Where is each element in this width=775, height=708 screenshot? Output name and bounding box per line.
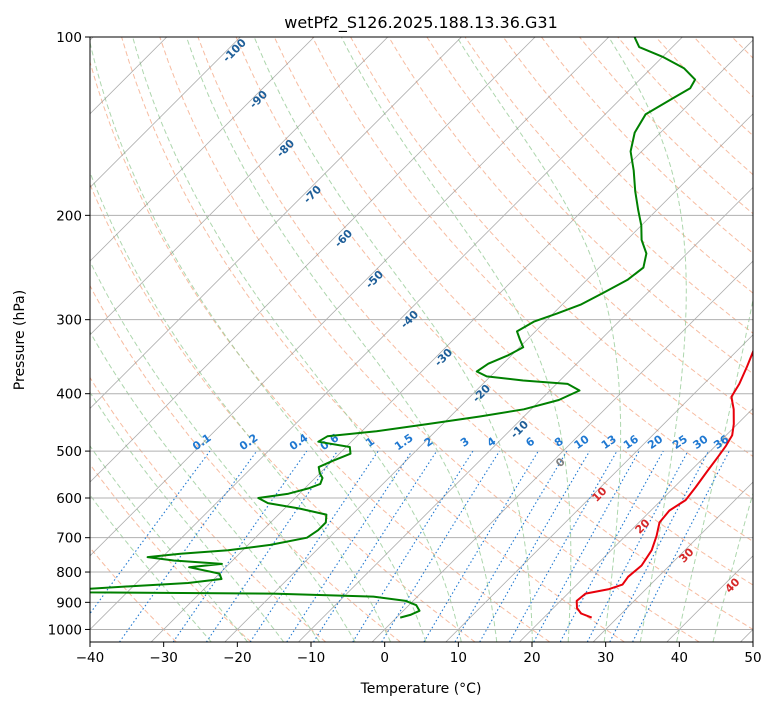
isotherm — [592, 481, 753, 642]
dry-adiabat — [426, 37, 753, 375]
dry-adiabat — [90, 182, 476, 642]
isotherm — [445, 334, 753, 642]
isotherm — [224, 113, 753, 642]
temperature-profile — [575, 266, 753, 619]
y-tick-label: 800 — [56, 565, 82, 581]
mixing-ratio-line — [286, 450, 413, 642]
dry-adiabat — [235, 37, 753, 586]
dry-adiabat — [90, 546, 177, 642]
mixing-ratio-line — [559, 450, 664, 642]
moist-adiabat — [253, 37, 533, 642]
plot-frame — [89, 36, 754, 643]
isotherm — [90, 37, 462, 410]
mixing-ratio-line — [90, 450, 211, 615]
moist-adiabat — [676, 296, 753, 642]
mixing-ratio-line — [533, 450, 640, 642]
mixing-ratio-line — [509, 450, 618, 642]
moist-adiabat — [608, 37, 687, 642]
y-tick-label: 900 — [56, 595, 82, 611]
dry-adiabat — [388, 37, 753, 416]
isotherm — [519, 407, 753, 642]
dry-adiabat — [311, 37, 753, 500]
y-axis-label: Pressure (hPa) — [12, 290, 28, 390]
mixing-ratio-line — [172, 450, 308, 642]
y-tick-label: 200 — [56, 208, 82, 224]
x-tick-label: −20 — [223, 650, 252, 666]
y-tick-label: 600 — [56, 491, 82, 507]
isotherm — [90, 37, 536, 483]
dry-adiabat — [197, 37, 753, 630]
x-tick-label: 50 — [744, 650, 761, 666]
x-tick-label: 10 — [450, 650, 467, 666]
y-tick-label: 100 — [56, 30, 82, 46]
y-tick-label: 400 — [56, 387, 82, 403]
isotherm — [90, 37, 241, 189]
grid-layer — [90, 37, 753, 642]
mixing-ratio-line — [249, 450, 379, 642]
dry-adiabat — [90, 463, 252, 642]
dry-adiabat — [502, 37, 753, 294]
x-tick-label: −10 — [297, 650, 326, 666]
x-tick-label: −30 — [149, 650, 178, 666]
series-layer — [90, 37, 753, 619]
dewpoint-profile — [90, 37, 697, 619]
isotherm — [298, 186, 753, 642]
moist-adiabat — [90, 330, 320, 642]
mixing-ratio-line — [205, 450, 338, 642]
isotherm — [150, 39, 753, 642]
chart-title: wetPf2_S126.2025.188.13.36.G31 — [284, 13, 558, 33]
moist-adiabat — [712, 491, 753, 642]
dry-adiabat — [159, 37, 700, 642]
moist-adiabat — [186, 37, 498, 642]
moist-adiabat — [90, 40, 427, 642]
mixing-ratio-line — [632, 450, 730, 642]
isotherm — [371, 260, 753, 642]
moist-adiabat — [340, 37, 572, 642]
y-tick-label: 300 — [56, 313, 82, 329]
x-tick-label: −40 — [76, 650, 105, 666]
x-axis-label: Temperature (°C) — [360, 681, 482, 697]
moist-adiabat — [90, 171, 391, 642]
y-tick-label: 700 — [56, 531, 82, 547]
mixing-ratio-line — [352, 450, 474, 642]
dry-adiabat — [90, 60, 551, 642]
x-tick-label: 30 — [597, 650, 614, 666]
x-tick-label: 20 — [523, 650, 540, 666]
y-tick-label: 500 — [56, 444, 82, 460]
isotherm — [90, 37, 683, 631]
dry-adiabat — [121, 37, 625, 642]
isotherm — [90, 37, 389, 336]
mixing-ratio-line — [313, 450, 438, 642]
isotherm — [90, 37, 315, 262]
y-tick-label: 1000 — [48, 622, 82, 638]
mixing-ratio-line — [381, 450, 500, 642]
x-tick-label: 40 — [671, 650, 688, 666]
x-tick-label: 0 — [380, 650, 389, 666]
moist-adiabat — [90, 260, 356, 642]
axis-tick-layer: −40 −30 −20 −10 0 10 20 30 40 50 100 200 300 400 500 60… — [48, 30, 762, 666]
moist-adiabat — [132, 37, 462, 642]
isotherm — [90, 37, 610, 557]
moist-adiabat — [90, 445, 248, 642]
dry-adiabat — [90, 376, 327, 642]
mixing-ratio-line — [119, 450, 258, 642]
